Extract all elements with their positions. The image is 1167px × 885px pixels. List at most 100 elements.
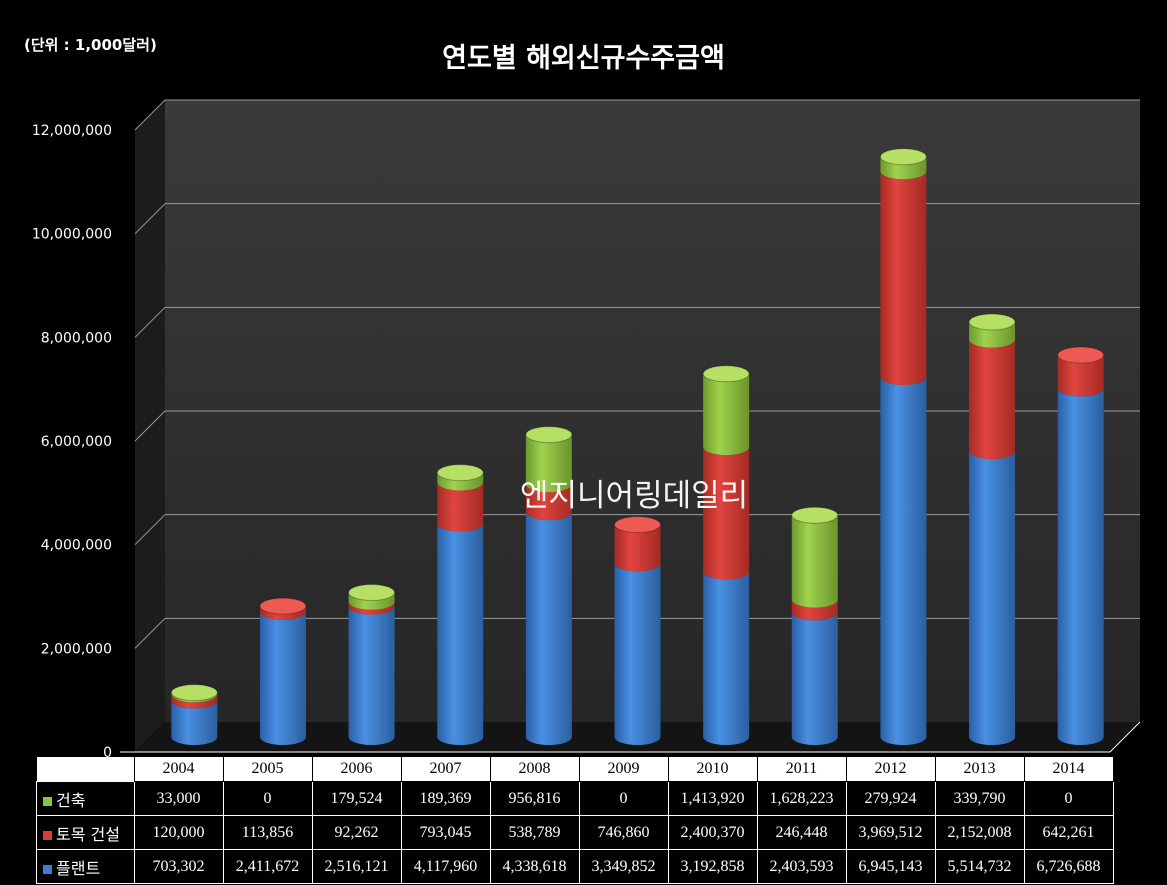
- bar-top-2012: [879, 148, 927, 166]
- bar-segment-civil-2005: [259, 606, 306, 620]
- bar-segment-civil-2011: [791, 599, 838, 621]
- table-year-cell: 2009: [578, 756, 669, 782]
- bar-segment-plant-2007: [437, 523, 484, 745]
- table-cell: 6,726,688: [1023, 849, 1114, 884]
- bar-segment-building-2004: [171, 692, 218, 703]
- legend-key-building: [43, 796, 52, 806]
- bar-segment-civil-2008: [525, 484, 572, 521]
- legend-label: 건축: [56, 790, 86, 810]
- bar-top-2014: [1057, 346, 1105, 364]
- bar-top-2009: [614, 516, 661, 534]
- bar-top-2013: [968, 313, 1016, 331]
- bar-segment-civil-2014: [1057, 355, 1104, 397]
- table-year-cell: 2014: [1023, 756, 1114, 782]
- table-year-cell: 2004: [133, 756, 224, 782]
- bar-top-2008: [525, 426, 573, 444]
- bar-segment-plant-2014: [1057, 388, 1104, 745]
- y-tick-label: 2,000,000: [41, 641, 112, 657]
- table-cell: 1,413,920: [667, 781, 758, 816]
- table-cell: 2,411,672: [222, 849, 313, 884]
- bar-segment-plant-2010: [703, 571, 750, 745]
- bar-top-2010: [702, 365, 750, 383]
- table-row-plant: 플랜트 703,302 2,411,672 2,516,121 4,117,96…: [36, 849, 1114, 884]
- bar-segment-plant-2005: [259, 611, 306, 745]
- table-year-cell: 2011: [756, 756, 847, 782]
- table-row-civil: 토목 건설 120,000 113,856 92,262 793,045 538…: [36, 815, 1114, 850]
- table-header-row: 2004 2005 2006 2007 2008 2009 2010 2011 …: [36, 756, 1114, 782]
- bar-segment-civil-2009: [614, 524, 661, 572]
- bar-top-2006: [348, 583, 396, 601]
- bar-segment-building-2013: [969, 321, 1016, 348]
- bar-segment-civil-2012: [880, 171, 927, 386]
- watermark-text: 엔지니어링데일리: [520, 478, 749, 514]
- table-cell: 793,045: [400, 815, 491, 850]
- bar-segment-building-2007: [437, 472, 484, 491]
- gridline-side: [134, 306, 166, 338]
- gridline-side: [134, 99, 166, 131]
- legend-item-plant: 플랜트: [36, 849, 135, 884]
- table-cell: 5,514,732: [934, 849, 1025, 884]
- y-tick-label: 10,000,000: [32, 227, 112, 243]
- bar-segment-plant-2013: [969, 451, 1016, 745]
- table-cell: 3,192,858: [667, 849, 758, 884]
- table-cell: 179,524: [311, 781, 402, 816]
- table-cell: 339,790: [934, 781, 1025, 816]
- bar-segment-civil-2004: [171, 694, 218, 709]
- y-tick-label: 6,000,000: [41, 434, 112, 450]
- table-cell: 3,969,512: [845, 815, 936, 850]
- bar-segment-civil-2007: [437, 482, 484, 532]
- bar-segment-building-2008: [525, 434, 572, 493]
- table-year-cell: 2010: [667, 756, 758, 782]
- bar-segment-civil-2006: [348, 601, 395, 615]
- bar-top-2005: [259, 597, 307, 615]
- table-cell: 279,924: [845, 781, 936, 816]
- table-year-cell: 2013: [934, 756, 1025, 782]
- table-cell: 6,945,143: [845, 849, 936, 884]
- table-row-building: 건축 33,000 0 179,524 189,369 956,816 0 1,…: [36, 781, 1114, 816]
- gridline-side: [134, 514, 166, 546]
- bar-segment-building-2011: [791, 515, 838, 608]
- table-cell: 33,000: [133, 781, 224, 816]
- table-cell: 0: [222, 781, 313, 816]
- bar-segment-plant-2004: [171, 700, 218, 745]
- chart-plot: 0 2,000,000 4,000,000 6,000,000 8,000,000 10,…: [32, 99, 1141, 760]
- table-cell: 2,516,121: [311, 849, 402, 884]
- bar-segment-plant-2006: [348, 606, 395, 745]
- table-cell: 189,369: [400, 781, 491, 816]
- table-cell: 2,403,593: [756, 849, 847, 884]
- table-cell: 4,117,960: [400, 849, 491, 884]
- legend-item-building: 건축: [36, 781, 135, 816]
- table-cell: 2,400,370: [667, 815, 758, 850]
- bar-segment-plant-2011: [791, 612, 838, 745]
- y-tick-label: 8,000,000: [41, 330, 112, 346]
- table-year-cell: 2012: [845, 756, 936, 782]
- table-cell: 246,448: [756, 815, 847, 850]
- table-year-cell: 2008: [489, 756, 580, 782]
- table-cell: 120,000: [133, 815, 224, 850]
- bar-top-2007: [436, 464, 484, 482]
- table-cell: 4,338,618: [489, 849, 580, 884]
- table-corner-cell: [36, 756, 134, 782]
- gridline-side: [134, 410, 166, 442]
- bar-segment-plant-2009: [614, 563, 661, 745]
- y-tick-label: 4,000,000: [41, 538, 112, 554]
- bar-segment-civil-2013: [969, 339, 1016, 460]
- data-table: 2004 2005 2006 2007 2008 2009 2010 2011 …: [36, 756, 1114, 884]
- table-year-cell: 2007: [400, 756, 491, 782]
- table-cell: 0: [578, 781, 669, 816]
- bar-segment-civil-2010: [703, 447, 750, 580]
- table-cell: 642,261: [1023, 815, 1114, 850]
- table-cell: 1,628,223: [756, 781, 847, 816]
- bar-top-2004: [170, 684, 218, 702]
- table-year-cell: 2005: [222, 756, 313, 782]
- y-tick-label: 0: [103, 745, 112, 760]
- bar-top-2011: [791, 506, 839, 524]
- table-cell: 2,152,008: [934, 815, 1025, 850]
- bar-segment-plant-2012: [880, 377, 927, 745]
- legend-key-plant: [43, 864, 52, 874]
- legend-item-civil: 토목 건설: [36, 815, 135, 850]
- bar-segment-building-2012: [880, 156, 927, 180]
- chart-title: 연도별 해외신규수주금액: [442, 43, 725, 74]
- bar-segment-building-2010: [703, 373, 750, 456]
- bar-segment-plant-2008: [525, 512, 572, 745]
